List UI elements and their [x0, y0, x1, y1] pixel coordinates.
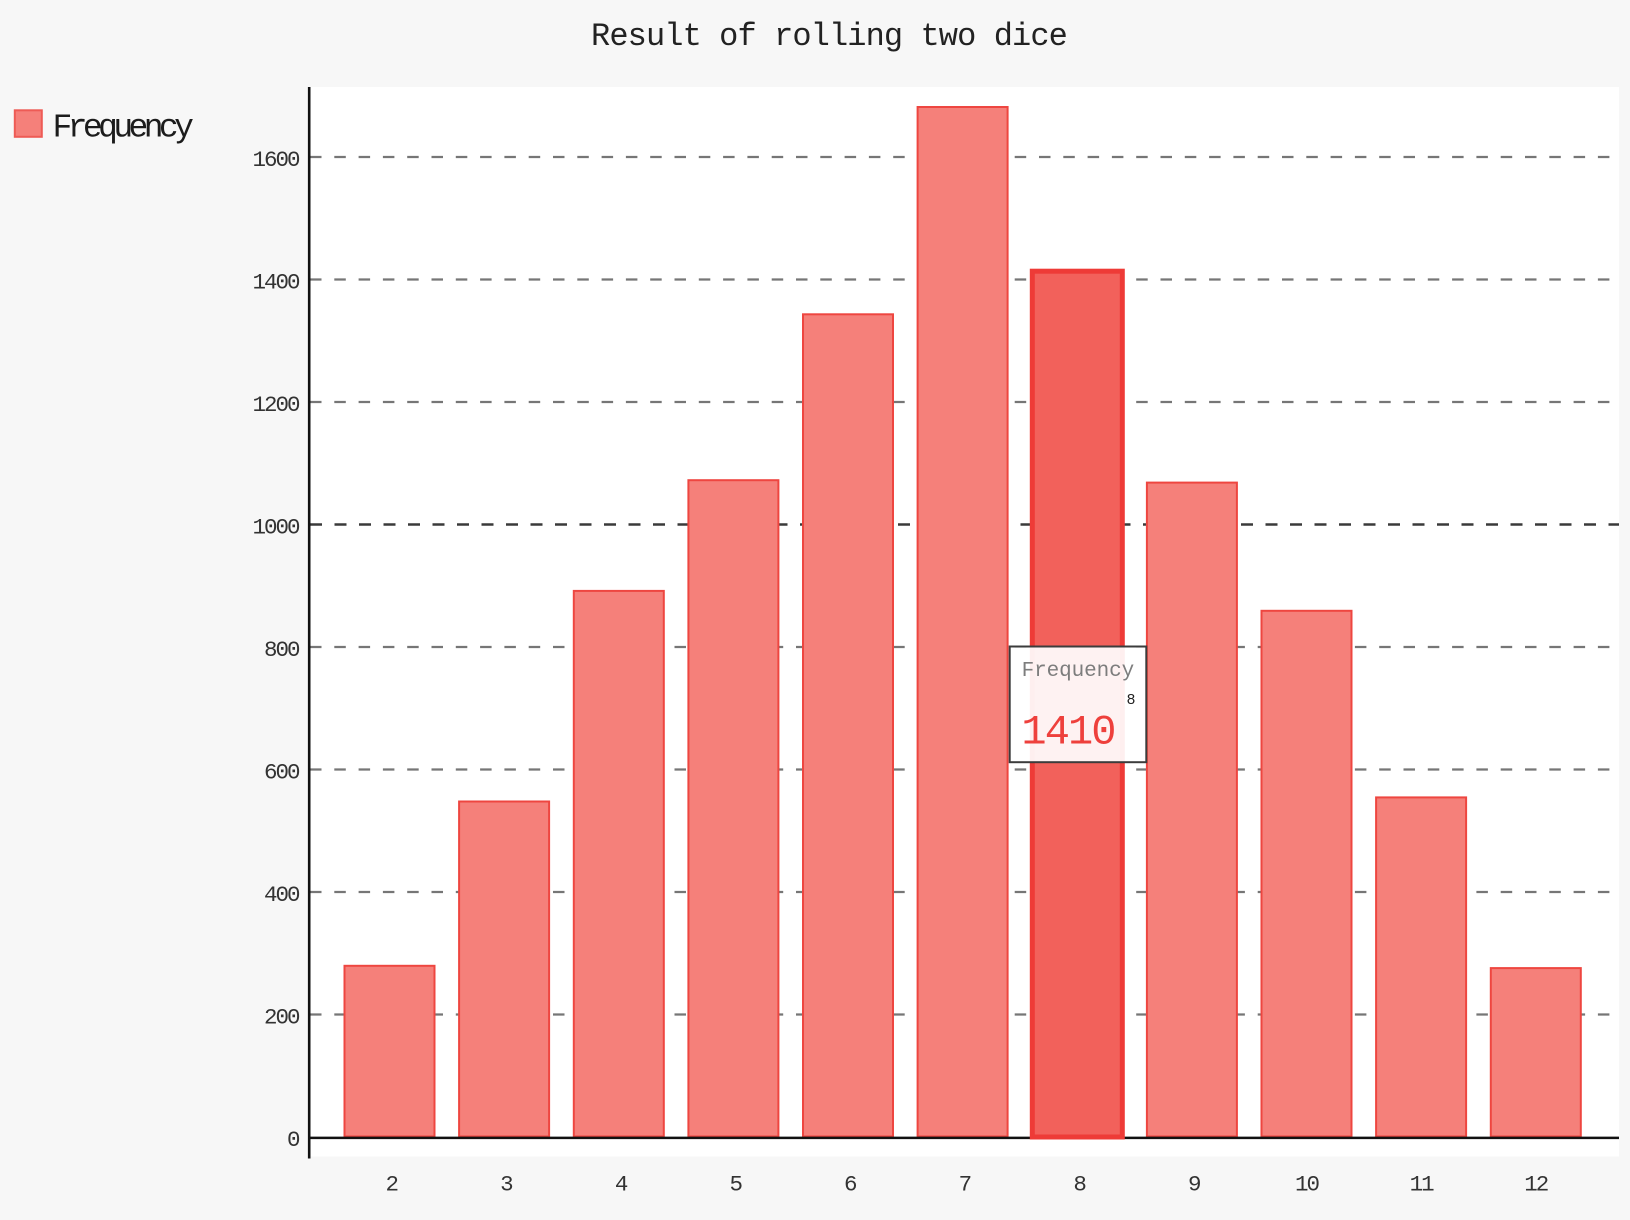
svg-text:1400: 1400: [252, 269, 300, 295]
svg-text:Frequency: Frequency: [53, 110, 194, 147]
svg-text:8: 8: [1127, 692, 1136, 709]
svg-text:Frequency: Frequency: [1022, 660, 1135, 683]
svg-text:200: 200: [264, 1004, 300, 1030]
svg-text:7: 7: [959, 1171, 971, 1197]
svg-text:1200: 1200: [252, 392, 300, 418]
svg-text:0: 0: [287, 1127, 300, 1153]
svg-text:12: 12: [1524, 1171, 1548, 1197]
svg-text:11: 11: [1410, 1171, 1435, 1197]
svg-text:4: 4: [615, 1171, 628, 1197]
svg-text:3: 3: [500, 1171, 513, 1197]
svg-text:1600: 1600: [252, 147, 300, 173]
svg-text:600: 600: [264, 759, 300, 785]
svg-text:5: 5: [729, 1171, 742, 1197]
svg-text:8: 8: [1073, 1171, 1086, 1197]
svg-text:400: 400: [264, 882, 300, 908]
svg-text:10: 10: [1295, 1171, 1320, 1197]
svg-text:9: 9: [1188, 1171, 1200, 1197]
svg-text:800: 800: [264, 637, 300, 663]
svg-text:6: 6: [844, 1171, 857, 1197]
svg-text:Result of rolling two dice: Result of rolling two dice: [591, 18, 1067, 55]
svg-text:1000: 1000: [252, 514, 300, 540]
svg-text:2: 2: [386, 1171, 398, 1197]
svg-text:1410: 1410: [1021, 708, 1114, 756]
